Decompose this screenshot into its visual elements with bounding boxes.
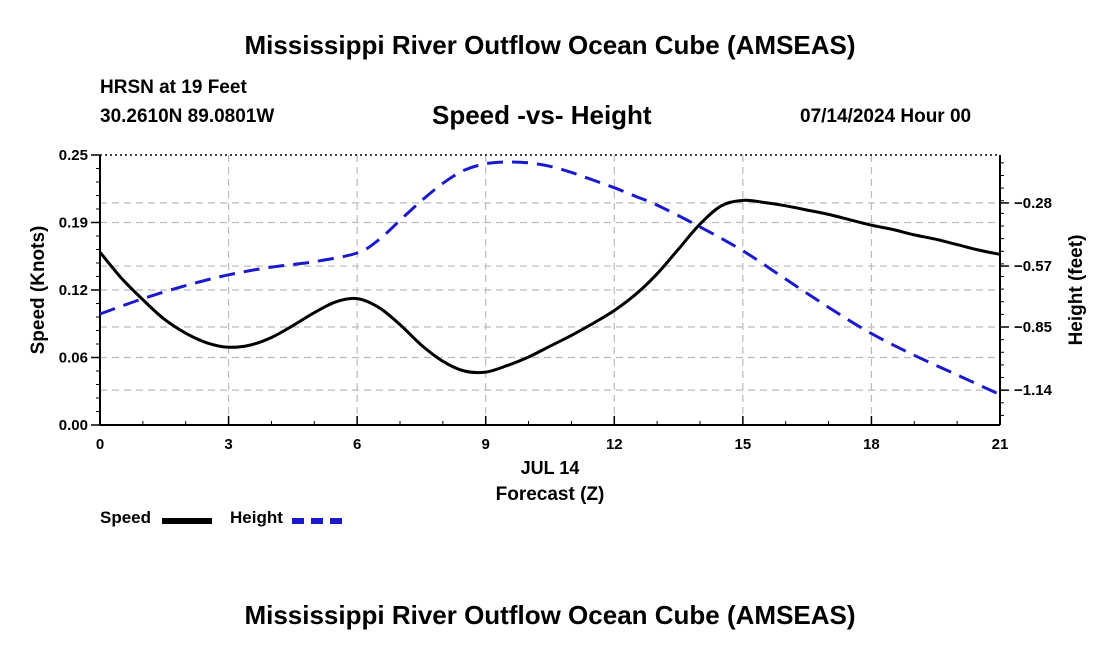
x-tick-label: 3 [224, 436, 232, 453]
y-left-tick-label: 0.06 [59, 350, 88, 367]
forecast-datetime: 07/14/2024 Hour 00 [800, 106, 972, 127]
coordinates-label: 30.2610N 89.0801W [100, 106, 275, 127]
speed-series-line [98, 198, 1001, 375]
chart-title: Mississippi River Outflow Ocean Cube (AM… [244, 30, 856, 60]
x-tick-label: 0 [96, 436, 104, 453]
legend-speed-swatch [162, 518, 212, 524]
y-left-tick-label: 0.12 [59, 282, 88, 299]
x-date-label: JUL 14 [521, 458, 580, 478]
x-tick-label: 15 [735, 436, 752, 453]
speed-height-chart: 0 3 6 9 12 15 18 21 0.00 0.06 0.12 0.19 0.25 −1.14 −0.… [28, 147, 1087, 505]
x-tick-label: 18 [863, 436, 880, 453]
y-axis-label-left: Speed (Knots) [28, 226, 49, 355]
legend-speed-label: Speed [100, 508, 152, 527]
y-left-tick-label: 0.25 [59, 147, 88, 164]
x-axis-label: Forecast (Z) [496, 484, 605, 505]
y-right-tick-label: −0.57 [1014, 258, 1052, 275]
x-tick-label: 12 [606, 436, 623, 453]
y-left-tick-label: 0.19 [59, 215, 88, 232]
y-right-tick-label: −0.28 [1014, 195, 1052, 212]
y-right-tick-label: −0.85 [1014, 319, 1052, 336]
footer-title: Mississippi River Outflow Ocean Cube (AM… [244, 600, 856, 630]
legend-height-label: Height [230, 508, 283, 527]
legend-height-swatch [292, 518, 342, 524]
height-series-line [99, 160, 1001, 396]
y-left-tick-label: 0.00 [59, 417, 88, 434]
x-tick-label: 6 [353, 436, 361, 453]
chart-subtitle: Speed -vs- Height [432, 100, 652, 130]
y-axis-label-right: Height (feet) [1066, 235, 1087, 346]
station-label: HRSN at 19 Feet [100, 77, 247, 98]
y-right-tick-label: −1.14 [1014, 382, 1053, 399]
x-tick-label: 9 [482, 436, 490, 453]
x-tick-label: 21 [992, 436, 1009, 453]
